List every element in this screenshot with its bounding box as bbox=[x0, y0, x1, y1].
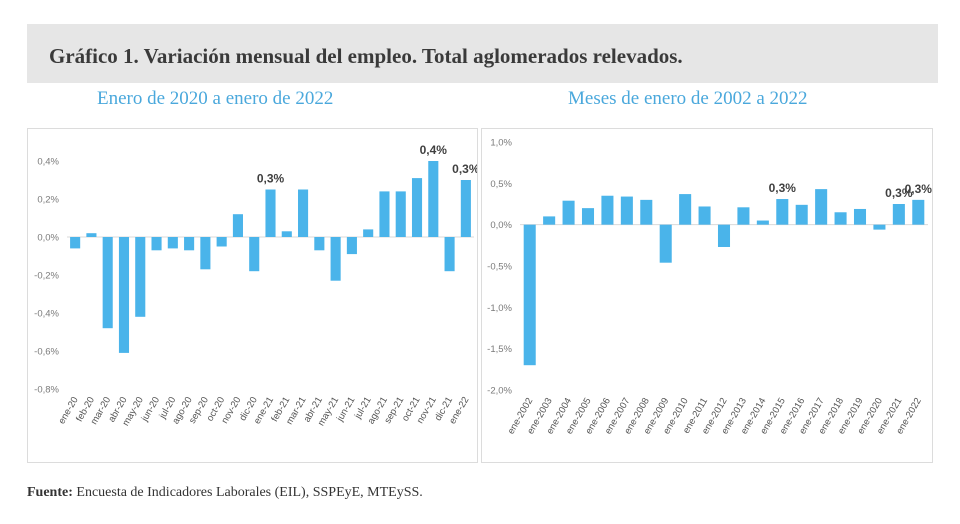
left-bar bbox=[330, 237, 341, 281]
right-bar bbox=[853, 208, 867, 225]
right-bar bbox=[562, 200, 575, 225]
monthly-employment-chart: -0,8%-0,6%-0,4%-0,2%0,0%0,2%0,4%ene-20fe… bbox=[34, 143, 477, 428]
left-chart-panel: -0,8% -0,6% -0,4% -0,2% 0,0% 0,2% 0,4% ene-20 fe… bbox=[27, 128, 478, 463]
right-y-tick-label: 1,0% bbox=[490, 138, 512, 149]
left-bar bbox=[200, 237, 211, 270]
right-bar bbox=[659, 224, 672, 263]
left-bar bbox=[102, 237, 113, 329]
right-bar bbox=[581, 208, 595, 225]
right-y-tick-label: -0,5% bbox=[487, 262, 512, 273]
left-bar bbox=[428, 161, 439, 237]
january-employment-chart: -2,0%-1,5%-1,0%-0,5%0,0%0,5%1,0%ene-2002… bbox=[487, 138, 932, 437]
source-note: Fuente: Encuesta de Indicadores Laborale… bbox=[27, 485, 423, 501]
left-chart-title: Enero de 2020 a enero de 2022 bbox=[97, 88, 334, 109]
left-bar bbox=[444, 237, 455, 272]
left-bar bbox=[70, 237, 81, 249]
left-bar bbox=[232, 214, 243, 237]
left-bar bbox=[281, 231, 292, 237]
left-bar bbox=[86, 233, 97, 237]
right-bar bbox=[815, 189, 828, 225]
left-bar bbox=[216, 237, 227, 247]
left-bar bbox=[151, 237, 162, 251]
left-bar bbox=[346, 237, 357, 255]
right-data-label: 0,3% bbox=[905, 182, 932, 196]
left-bar bbox=[395, 191, 406, 237]
figure-title-bar: Gráfico 1. Variación mensual del empleo.… bbox=[27, 24, 938, 83]
right-chart-title: Meses de enero de 2002 a 2022 bbox=[568, 88, 808, 109]
left-data-label: 0,3% bbox=[257, 172, 285, 186]
left-bar bbox=[167, 237, 178, 249]
right-bar bbox=[873, 224, 886, 230]
right-bar bbox=[698, 206, 711, 225]
left-bar bbox=[135, 237, 146, 317]
left-bar bbox=[265, 189, 276, 237]
left-data-label: 0,3% bbox=[452, 162, 477, 176]
right-bar bbox=[834, 212, 847, 225]
left-bar bbox=[249, 237, 260, 272]
right-y-tick-label: -2,0% bbox=[487, 386, 512, 397]
right-bar bbox=[737, 207, 750, 225]
left-bar bbox=[118, 237, 130, 353]
figure-title: Gráfico 1. Variación mensual del empleo.… bbox=[49, 44, 683, 68]
source-text: Encuesta de Indicadores Laborales (EIL),… bbox=[76, 485, 423, 500]
left-bar bbox=[184, 237, 195, 251]
left-y-tick-label: 0,4% bbox=[37, 157, 59, 168]
right-bar bbox=[620, 196, 633, 225]
right-bar bbox=[523, 224, 536, 366]
left-y-tick-label: -0,8% bbox=[34, 385, 59, 396]
right-data-label: 0,3% bbox=[769, 181, 797, 195]
left-bar bbox=[363, 229, 374, 237]
right-y-tick-label: 0,0% bbox=[490, 220, 512, 231]
right-bar bbox=[776, 199, 789, 225]
right-chart-panel: -2,0% -1,5% -1,0% -0,5% 0,0% 0,5% 1,0% ene-2002… bbox=[481, 128, 933, 463]
left-y-tick-label: -0,4% bbox=[34, 309, 59, 320]
source-label: Fuente: bbox=[27, 485, 73, 500]
right-bar bbox=[912, 199, 925, 225]
left-bar bbox=[314, 237, 325, 251]
left-y-tick-label: 0,2% bbox=[37, 195, 59, 206]
left-y-tick-label: 0,0% bbox=[37, 233, 59, 244]
right-y-tick-label: 0,5% bbox=[490, 179, 512, 190]
right-bar bbox=[601, 195, 614, 225]
left-y-tick-label: -0,6% bbox=[34, 347, 59, 358]
left-data-label: 0,4% bbox=[420, 143, 448, 157]
left-bar bbox=[460, 180, 471, 237]
left-bar bbox=[411, 178, 423, 237]
left-bar bbox=[379, 191, 390, 237]
right-bar bbox=[795, 204, 808, 225]
right-y-tick-label: -1,5% bbox=[487, 344, 512, 355]
right-bar bbox=[640, 199, 653, 225]
right-bar bbox=[679, 194, 692, 225]
right-y-tick-label: -1,0% bbox=[487, 303, 512, 314]
right-bar bbox=[756, 220, 769, 225]
right-bar bbox=[717, 224, 731, 247]
right-bar bbox=[543, 216, 556, 225]
left-x-tick-label: ene-20 bbox=[56, 395, 80, 426]
right-data-label: 0,3% bbox=[885, 186, 913, 200]
right-bar bbox=[892, 204, 905, 225]
left-y-tick-label: -0,2% bbox=[34, 271, 59, 282]
left-bar bbox=[298, 189, 309, 237]
